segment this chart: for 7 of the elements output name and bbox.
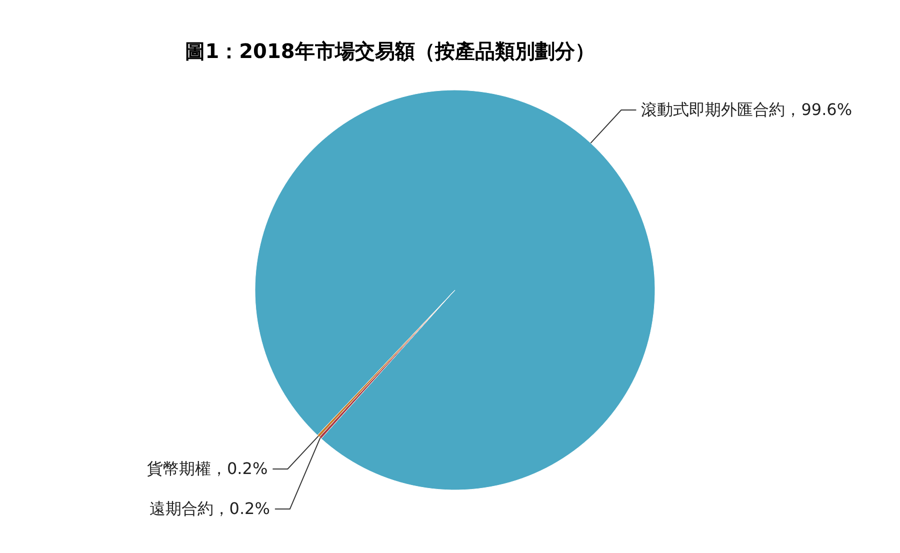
slice-label: 遠期合約 — [149, 498, 214, 518]
slice-label: 貨幣期權 — [147, 458, 212, 478]
data-label: ，99.6% — [785, 100, 852, 120]
data-label: ，0.2% — [211, 458, 268, 478]
data-label: ，0.2% — [213, 498, 270, 518]
slice-label: 滾動式即期外匯合約 — [641, 100, 786, 120]
chart-title: 圖1：2018年市場交易額（按產品類別劃分） — [185, 39, 595, 63]
